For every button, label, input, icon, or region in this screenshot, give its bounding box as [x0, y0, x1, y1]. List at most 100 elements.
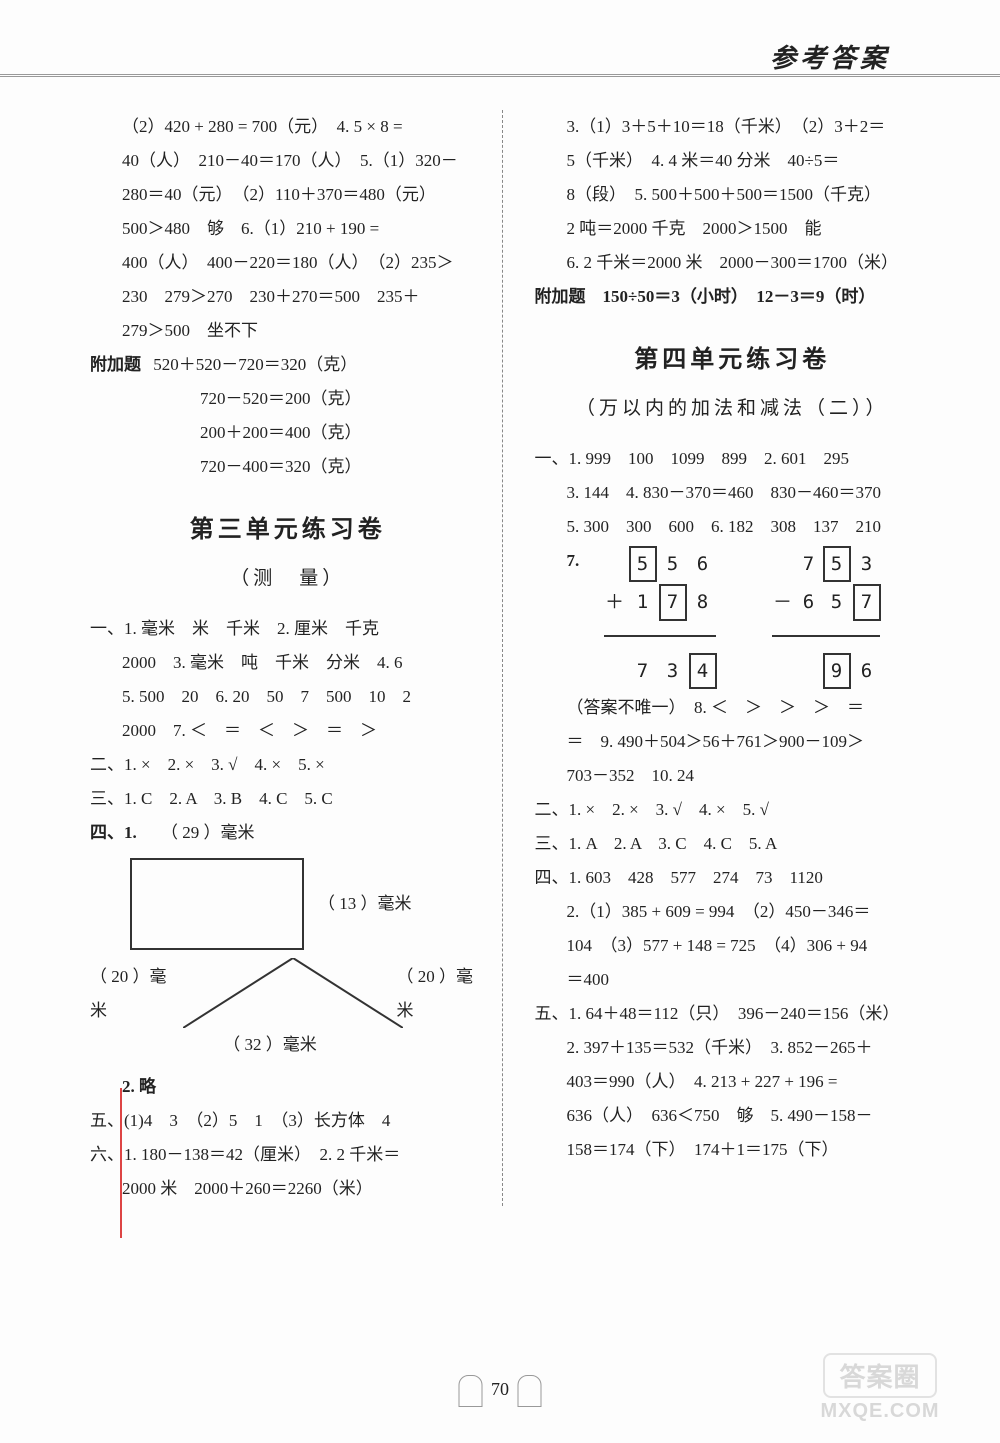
section-line: 158＝174（下） 174＋1＝175（下）: [535, 1133, 931, 1167]
section-line: ＝ 9. 490＋504＞56＋761＞900－109＞: [535, 725, 931, 759]
right-line: 2 吨＝2000 千克 2000＞1500 能: [535, 212, 931, 246]
header-underline: [0, 74, 1000, 77]
section-line: 403＝990（人） 4. 213 + 227 + 196 =: [535, 1065, 931, 1099]
section-line: 二、1. × 2. × 3. √ 4. × 5. √: [535, 793, 931, 827]
box-cell: 7: [659, 584, 687, 620]
watermark: 答案圈 MXQE.COM: [780, 1353, 980, 1423]
subtraction-vertical: 7 5 3 － 6 5 7 9 6: [769, 544, 883, 691]
digit-cell: 5: [823, 584, 851, 620]
left-line: 280＝40（元） （2）110＋370＝480（元）: [90, 178, 486, 212]
rect-right-label: （ 13 ）毫米: [318, 887, 412, 921]
unit3-subtitle: （测 量）: [90, 560, 486, 598]
box-cell: 4: [689, 653, 717, 689]
section-line: ＝400: [535, 963, 931, 997]
q7-label: 7.: [567, 544, 591, 578]
digit-cell: 1: [629, 584, 657, 620]
page-num-decoration: [459, 1375, 483, 1407]
unit4-title: 第四单元练习卷: [535, 336, 931, 384]
bonus-line: 720－400＝320（克）: [90, 450, 486, 484]
rect-top-label: （ 29 ）毫米: [161, 823, 255, 842]
section-line: 三、1. A 2. A 3. C 4. C 5. A: [535, 827, 931, 861]
q4-block: 四、1. （ 29 ）毫米 （ 13 ）毫米 （ 20 ）毫米 （ 20: [90, 816, 486, 1104]
right-line: 5（千米） 4. 4 米＝40 分米 40÷5＝: [535, 144, 931, 178]
watermark-line1: 答案圈: [823, 1353, 936, 1398]
section-line: 六、1. 180－138＝42（厘米） 2. 2 千米＝: [90, 1138, 486, 1172]
watermark-line2: MXQE.COM: [780, 1400, 980, 1423]
bonus-line: 720－520＝200（克）: [90, 382, 486, 416]
left-line: 400（人） 400－220＝180（人） （2）235＞: [90, 246, 486, 280]
right-bonus-text: 附加题 150÷50＝3（小时） 12－3＝9（时）: [535, 287, 876, 306]
page-number: 70: [491, 1379, 509, 1399]
section-line: 2000 7. ＜ ＝ ＜ ＞ ＝ ＞: [90, 714, 486, 748]
section-line: 703－352 10. 24: [535, 759, 931, 793]
bonus-line: 520＋520－720＝320（克）: [153, 355, 357, 374]
bonus-line: 200＋200＝400（克）: [90, 416, 486, 450]
section-line: 五、1. 64＋48＝112（只） 396－240＝156（米）: [535, 997, 931, 1031]
tri-left-label: （ 20 ）毫米: [90, 960, 179, 1028]
box-cell: 5: [629, 546, 657, 582]
right-bonus: 附加题 150÷50＝3（小时） 12－3＝9（时）: [535, 280, 931, 314]
box-cell: 9: [823, 653, 851, 689]
digit-cell: 6: [797, 584, 821, 620]
page: 参考答案 （2）420 + 280 = 700（元） 4. 5 × 8 = 40…: [0, 0, 1000, 1443]
section-line: 5. 500 20 6. 20 50 7 500 10 2: [90, 680, 486, 714]
digit-cell: 6: [689, 546, 717, 582]
bonus-block: 附加题 520＋520－720＝320（克）: [90, 348, 486, 382]
page-header-title: 参考答案: [770, 38, 890, 75]
rule-line: [772, 635, 880, 639]
section-line: 一、1. 毫米 米 千米 2. 厘米 千克: [90, 612, 486, 646]
digit-cell: 3: [853, 546, 881, 582]
left-line: （2）420 + 280 = 700（元） 4. 5 × 8 =: [90, 110, 486, 144]
left-line: 500＞480 够 6.（1）210 + 190 =: [90, 212, 486, 246]
box-cell: 5: [823, 546, 851, 582]
right-line: 8（段） 5. 500＋500＋500＝1500（千克）: [535, 178, 931, 212]
digit-cell: 6: [853, 653, 881, 689]
rectangle-shape: [130, 858, 304, 950]
digit-cell: 3: [659, 653, 687, 689]
digit-cell: 5: [659, 546, 687, 582]
section-line: 一、1. 999 100 1099 899 2. 601 295: [535, 442, 931, 476]
section-line: 2. 397＋135＝532（千米） 3. 852－265＋: [535, 1031, 931, 1065]
section-line: 2000 3. 毫米 吨 千米 分米 4. 6: [90, 646, 486, 680]
box-cell: 7: [853, 584, 881, 620]
op-cell: －: [771, 584, 795, 620]
page-number-wrap: 70: [455, 1375, 546, 1407]
left-line: 279＞500 坐不下: [90, 314, 486, 348]
rectangle-diagram: （ 13 ）毫米: [130, 858, 486, 950]
q4-2: 2. 略: [90, 1070, 486, 1104]
right-line: 6. 2 千米＝2000 米 2000－300＝1700（米）: [535, 246, 931, 280]
left-column: （2）420 + 280 = 700（元） 4. 5 × 8 = 40（人） 2…: [90, 110, 503, 1206]
section-line: 五、(1)4 3 （2）5 1 （3）长方体 4: [90, 1104, 486, 1138]
bonus-label: 附加题: [90, 355, 141, 374]
right-line: 3.（1）3＋5＋10＝18（千米） （2）3＋2＝: [535, 110, 931, 144]
triangle-diagram: （ 20 ）毫米 （ 20 ）毫米 （ 32 ）毫米: [90, 958, 486, 1062]
addition-vertical: 5 5 6 ＋ 1 7 8 7 3 4: [601, 544, 719, 691]
section-line: 2000 米 2000＋260＝2260（米）: [90, 1172, 486, 1206]
section-line: 3. 144 4. 830－370＝460 830－460＝370: [535, 476, 931, 510]
section-line: 636（人） 636＜750 够 5. 490－158－: [535, 1099, 931, 1133]
two-column-layout: （2）420 + 280 = 700（元） 4. 5 × 8 = 40（人） 2…: [90, 110, 930, 1206]
section-line: （答案不唯一） 8. ＜ ＞ ＞ ＞ ＝: [535, 691, 931, 725]
digit-cell: 7: [797, 546, 821, 582]
section-line: 四、1. 603 428 577 274 73 1120: [535, 861, 931, 895]
q7-row: 7. 5 5 6 ＋ 1 7 8: [535, 544, 931, 691]
op-cell: ＋: [603, 584, 627, 620]
triangle-shape: [183, 958, 392, 1028]
right-column: 3.（1）3＋5＋10＝18（千米） （2）3＋2＝ 5（千米） 4. 4 米＝…: [527, 110, 931, 1206]
digit-cell: [797, 653, 821, 689]
left-line: 230 279＞270 230＋270＝500 235＋: [90, 280, 486, 314]
left-line: 40（人） 210－40＝170（人） 5.（1）320－: [90, 144, 486, 178]
page-num-decoration: [518, 1375, 542, 1407]
section-line: 二、1. × 2. × 3. √ 4. × 5. ×: [90, 748, 486, 782]
rule-line: [604, 635, 716, 639]
digit-cell: 7: [629, 653, 657, 689]
section-line: 104 （3）577 + 148 = 725 （4）306 + 94: [535, 929, 931, 963]
tri-bottom-label: （ 32 ）毫米: [90, 1028, 450, 1062]
tri-right-label: （ 20 ）毫米: [396, 960, 485, 1028]
section-line: 三、1. C 2. A 3. B 4. C 5. C: [90, 782, 486, 816]
section-line: 2.（1）385 + 609 = 994 （2）450－346＝: [535, 895, 931, 929]
section-line: 5. 300 300 600 6. 182 308 137 210: [535, 510, 931, 544]
q4-label: 四、1.: [90, 823, 137, 842]
unit3-title: 第三单元练习卷: [90, 506, 486, 554]
digit-cell: 8: [689, 584, 717, 620]
